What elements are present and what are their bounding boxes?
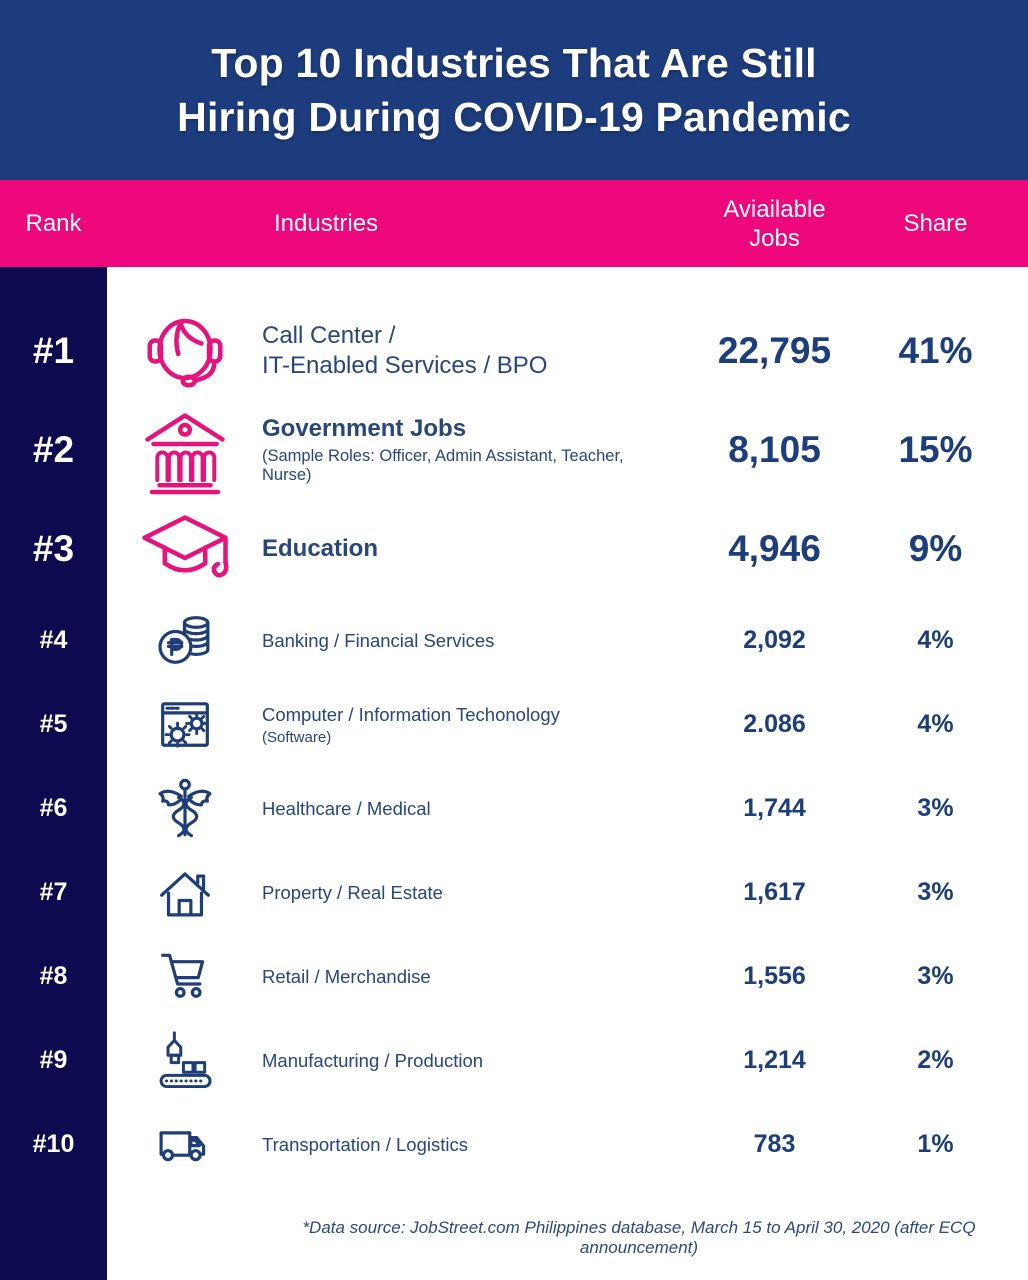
table-row: #10 Transportation / Logistics 783 1% <box>0 1102 1028 1186</box>
graduation-cap-icon <box>107 501 262 597</box>
column-header-share: Share <box>903 209 968 237</box>
industry-cell: Education <box>262 534 662 564</box>
share-value: 4% <box>917 709 954 738</box>
industry-label: Call Center / IT-Enabled Services / BPO <box>262 321 548 379</box>
industry-label: Computer / Information Techonology <box>262 703 560 725</box>
industry-label: Transportation / Logistics <box>262 1133 468 1155</box>
caduceus-icon <box>107 774 262 842</box>
table-row: #9 Manufacturing / Production 1,214 2% <box>0 1018 1028 1102</box>
rank-cell: #8 <box>39 961 68 990</box>
industry-table: #1 Call Center / IT-Enabled Services / B… <box>0 267 1028 1280</box>
column-header-available-jobs: Aviailable Jobs <box>723 195 826 252</box>
share-value: 3% <box>917 793 954 822</box>
software-window-gears-icon <box>107 690 262 758</box>
available-jobs-value: 1,744 <box>743 793 806 822</box>
industry-cell: Government Jobs (Sample Roles: Officer, … <box>262 414 662 485</box>
rank-cell: #10 <box>32 1129 75 1158</box>
delivery-van-icon <box>107 1110 262 1178</box>
table-row: #3 Education 4,946 9% <box>0 499 1028 598</box>
available-jobs-value: 1,556 <box>743 961 806 990</box>
available-jobs-value: 1,617 <box>743 877 806 906</box>
share-value: 15% <box>898 428 973 470</box>
table-row: #2 Government Jobs (Sample Roles: Office… <box>0 400 1028 499</box>
page-title-line1: Top 10 Industries That Are Still <box>211 40 817 86</box>
table-header-row: Rank Industries Aviailable Jobs Share <box>0 180 1028 267</box>
table-row: #7 Property / Real Estate 1,617 3% <box>0 850 1028 934</box>
industry-label: Healthcare / Medical <box>262 797 431 819</box>
rank-cell: #9 <box>39 1045 68 1074</box>
share-value: 4% <box>917 625 954 654</box>
industry-cell: Healthcare / Medical <box>262 797 662 820</box>
page-title-line2: Hiring During COVID-19 Pandemic <box>177 94 851 140</box>
rank-cell: #1 <box>32 329 75 371</box>
share-value: 3% <box>917 961 954 990</box>
available-jobs-value: 2,092 <box>743 625 806 654</box>
house-icon <box>107 858 262 926</box>
available-jobs-value: 1,214 <box>743 1045 806 1074</box>
conveyor-crane-icon <box>107 1026 262 1094</box>
industry-cell: Computer / Information Techonology (Soft… <box>262 703 662 746</box>
shopping-cart-icon <box>107 942 262 1010</box>
industry-label: Manufacturing / Production <box>262 1049 484 1071</box>
industry-label: Property / Real Estate <box>262 881 443 903</box>
data-source-note: *Data source: JobStreet.com Philippines … <box>302 1218 976 1257</box>
industry-cell: Banking / Financial Services <box>262 629 662 652</box>
rank-cell: #4 <box>39 625 68 654</box>
government-building-icon <box>107 402 262 498</box>
industry-cell: Manufacturing / Production <box>262 1049 662 1072</box>
share-value: 2% <box>917 1045 954 1074</box>
industry-label: Retail / Merchandise <box>262 965 431 987</box>
industry-cell: Transportation / Logistics <box>262 1133 662 1156</box>
rank-cell: #6 <box>39 793 68 822</box>
share-value: 3% <box>917 877 954 906</box>
table-rows: #1 Call Center / IT-Enabled Services / B… <box>0 301 1028 1186</box>
column-header-rank: Rank <box>25 209 82 237</box>
table-row: #8 Retail / Merchandise 1,556 3% <box>0 934 1028 1018</box>
industry-cell: Retail / Merchandise <box>262 965 662 988</box>
peso-coins-icon <box>107 606 262 674</box>
table-row: #1 Call Center / IT-Enabled Services / B… <box>0 301 1028 400</box>
column-header-industries: Industries <box>274 209 379 237</box>
industry-sublabel: (Sample Roles: Officer, Admin Assistant,… <box>262 447 624 484</box>
industry-label: Banking / Financial Services <box>262 629 495 651</box>
rank-cell: #7 <box>39 877 68 906</box>
available-jobs-value: 4,946 <box>728 527 821 569</box>
call-center-agent-icon <box>107 303 262 399</box>
industry-cell: Property / Real Estate <box>262 881 662 904</box>
industry-cell: Call Center / IT-Enabled Services / BPO <box>262 321 662 381</box>
rank-cell: #5 <box>39 709 68 738</box>
table-row: #6 Healthcare / Medical 1,744 3% <box>0 766 1028 850</box>
share-value: 9% <box>908 527 963 569</box>
available-jobs-value: 783 <box>753 1129 796 1158</box>
rank-cell: #3 <box>32 527 75 569</box>
industry-sublabel: (Software) <box>262 728 332 746</box>
industry-label: Education <box>262 534 379 562</box>
available-jobs-value: 8,105 <box>728 428 821 470</box>
table-row: #4 Banking / Financial Services 2,092 4% <box>0 598 1028 682</box>
table-row: #5 Computer / Information Techonology (S… <box>0 682 1028 766</box>
industry-label: Government Jobs <box>262 415 467 442</box>
share-value: 41% <box>898 329 973 371</box>
rank-cell: #2 <box>32 428 75 470</box>
available-jobs-value: 22,795 <box>717 329 832 371</box>
header-banner: Top 10 Industries That Are Still Hiring … <box>0 0 1028 180</box>
share-value: 1% <box>917 1129 954 1158</box>
available-jobs-value: 2.086 <box>743 709 806 738</box>
